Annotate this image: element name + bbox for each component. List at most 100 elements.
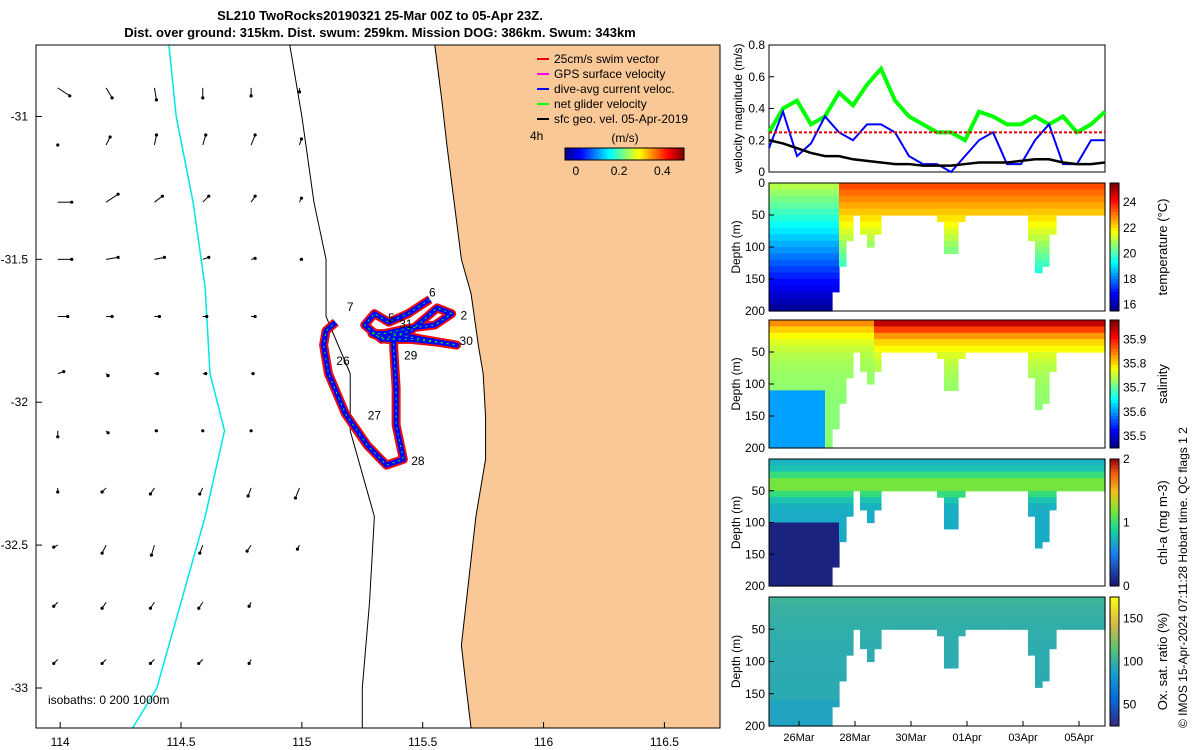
section-cell [944,240,952,248]
section-cell [846,642,854,650]
section-cell [923,195,931,203]
section-cell [965,189,973,197]
section-cell [993,189,1001,197]
section-cell [797,674,805,682]
section-cell [783,674,791,682]
section-cell [769,352,777,359]
section-cell [832,195,840,203]
current-vector-head [251,372,255,376]
section-colorbar-tick-label: 16 [1123,298,1137,312]
section-cell [790,435,798,443]
section-cell [776,465,784,473]
colorbar-cell [664,148,667,160]
section-cell [881,332,889,340]
section-cell [1056,616,1064,624]
section-cell [1014,597,1022,605]
section-cell [825,416,833,423]
section-cell [909,484,917,492]
section-cell [783,422,791,430]
section-cell [993,326,1001,334]
current-vector-head [110,96,114,100]
section-cell [818,490,826,498]
section-cell [839,320,847,327]
section-colorbar-cell [1110,428,1119,433]
section-cell [818,441,826,449]
section-cell [1021,603,1029,611]
section-cell [993,484,1001,492]
section-colorbar-cell [1110,304,1119,309]
section-cell [790,291,798,299]
section-cell [811,345,819,353]
section-cell [797,528,805,536]
section-cell [818,687,826,695]
section-cell [839,503,847,511]
section-cell [937,215,945,222]
section-colorbar-cell [1110,696,1119,701]
section-cell [860,208,868,216]
section-colorbar-cell [1110,298,1119,302]
section-cell [944,661,952,669]
section-cell [818,272,826,280]
section-cell [797,208,805,216]
section-cell [944,478,952,485]
section-cell [818,215,826,222]
section-colorbar-cell [1110,237,1119,242]
section-cell [797,291,805,299]
section-cell [811,422,819,430]
section-cell [783,240,791,248]
section-cell [853,345,861,353]
section-cell [818,240,826,248]
section-cell [846,497,854,505]
track-day-label: 29 [404,348,418,362]
colorbar-cell [600,148,604,160]
section-cell [951,189,959,197]
section-colorbar-cell [1110,722,1119,727]
section-cell [811,441,819,449]
section-cell [895,332,903,340]
section-cell [1014,616,1022,624]
section-cell [839,609,847,617]
legend-entry: dive-avg current veloc. [554,82,675,96]
section-cell [797,428,805,436]
section-cell [839,358,847,366]
section-cell [972,189,980,197]
section-colorbar-cell [1110,616,1119,621]
section-colorbar-tick-label: 35.8 [1123,356,1147,370]
section-cell [769,259,777,267]
section-cell [895,603,903,611]
section-cell [790,661,798,669]
section-cell [825,706,833,714]
current-vector-head [52,545,56,549]
section-cell [790,332,798,340]
section-cell [811,503,819,511]
section-cell [790,693,798,701]
section-cell [783,560,791,568]
section-cell [1035,674,1043,682]
section-cell [1042,240,1050,248]
section-cell [916,622,924,630]
section-cell [804,266,812,274]
section-cell [1098,195,1106,203]
section-colorbar-cell [1110,490,1119,495]
section-colorbar-cell [1110,677,1119,682]
section-cell [944,642,952,650]
section-cell [951,603,959,611]
section-cell [804,706,812,714]
track-day-label: 27 [368,408,382,422]
section-cell [958,622,966,630]
section-cell [818,713,826,721]
section-cell [986,471,994,479]
section-cell [790,247,798,254]
section-cell [1070,332,1078,340]
section-cell [1042,371,1050,379]
section-cell [804,215,812,222]
section-cell [832,497,840,505]
section-cell [783,516,791,524]
section-colorbar-cell [1110,374,1119,379]
map-y-tick-label: -33 [11,681,29,695]
section-cell [1049,629,1057,637]
section-cell [1035,465,1043,473]
section-cell [1035,396,1043,404]
section-cell [832,208,840,216]
